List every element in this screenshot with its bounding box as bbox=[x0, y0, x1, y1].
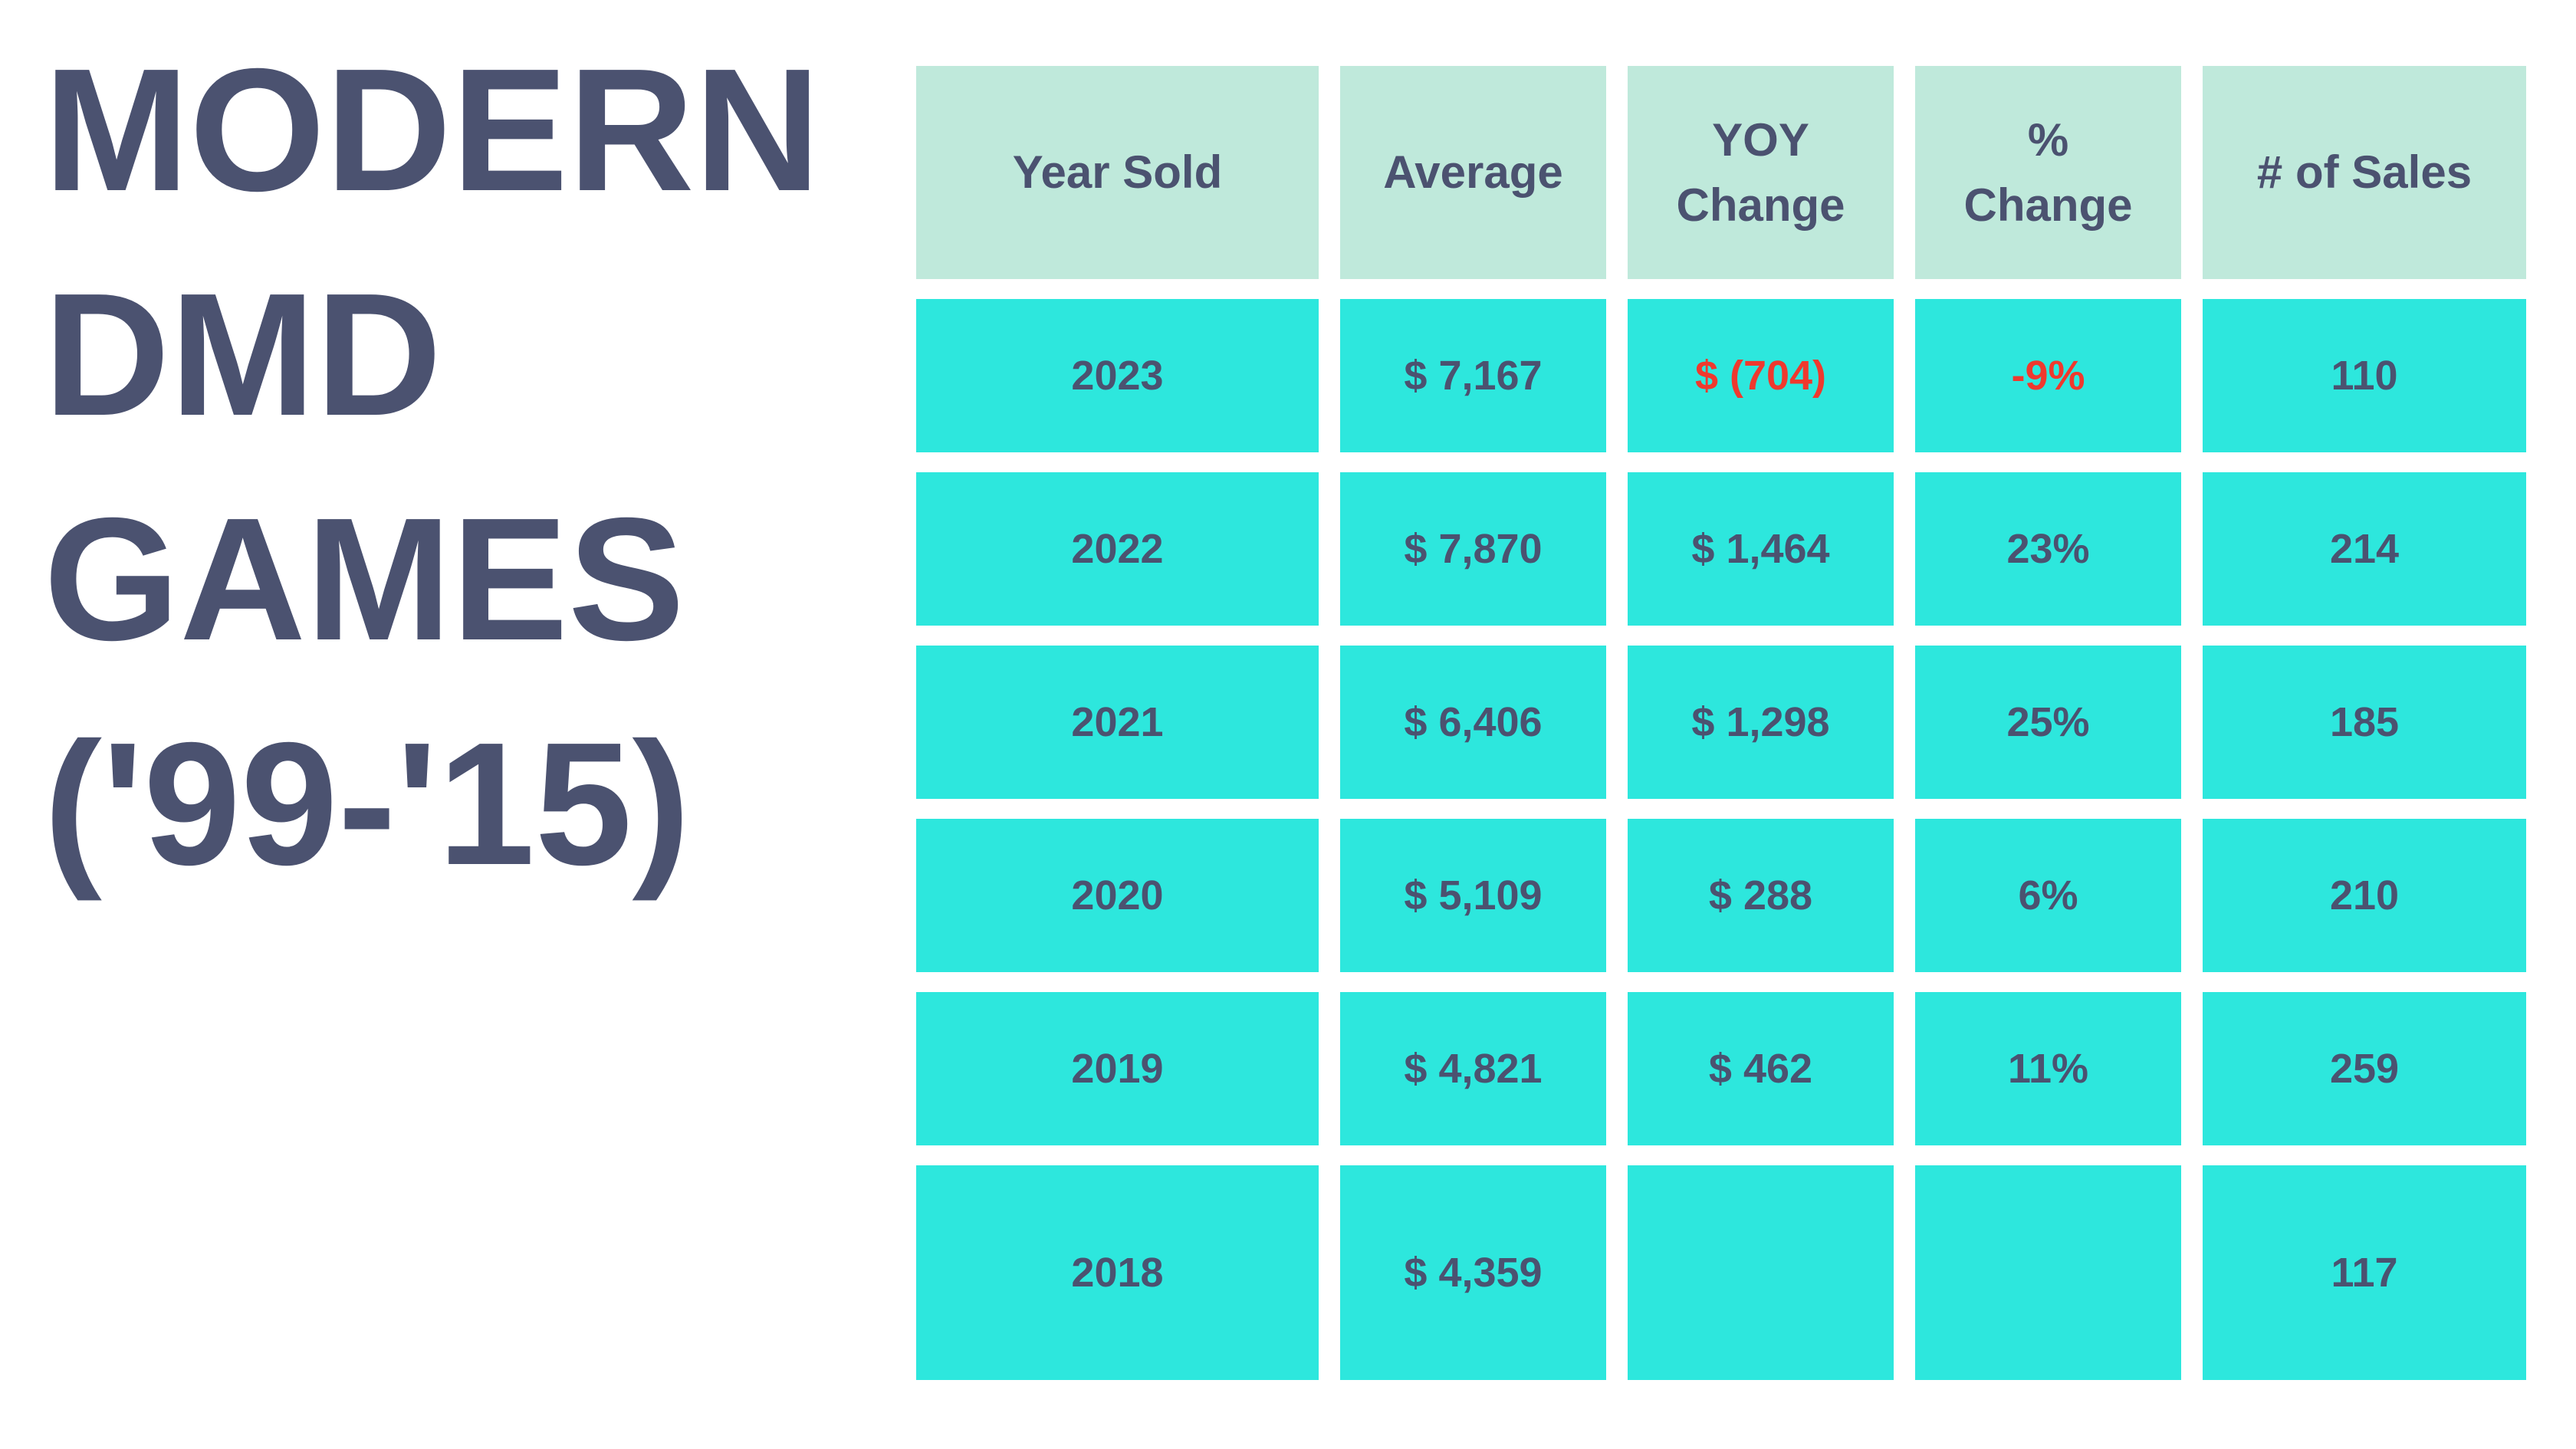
table-cell-yoy-change: $ 1,464 bbox=[1628, 472, 1894, 626]
column-header-year-sold: Year Sold bbox=[916, 66, 1319, 279]
table-cell-num-sales: 259 bbox=[2203, 992, 2526, 1145]
table-cell-average: $ 4,359 bbox=[1340, 1165, 1606, 1380]
table-cell-year-sold: 2018 bbox=[916, 1165, 1319, 1380]
table-cell-year-sold: 2019 bbox=[916, 992, 1319, 1145]
table-cell-yoy-change: $ 288 bbox=[1628, 819, 1894, 972]
page-title-line-3: GAMES bbox=[44, 482, 685, 677]
table-cell-year-sold: 2020 bbox=[916, 819, 1319, 972]
table-cell-average: $ 7,870 bbox=[1340, 472, 1606, 626]
page-title: MODERN DMD GAMES ('99-'15) bbox=[44, 18, 820, 917]
table-cell-yoy-change: $ 462 bbox=[1628, 992, 1894, 1145]
page-title-line-4: ('99-'15) bbox=[44, 707, 691, 902]
table-cell-average: $ 5,109 bbox=[1340, 819, 1606, 972]
table-cell-year-sold: 2021 bbox=[916, 646, 1319, 799]
table-cell-pct-change: 11% bbox=[1915, 992, 2181, 1145]
table-cell-average: $ 4,821 bbox=[1340, 992, 1606, 1145]
sales-table: Year Sold Average YOY Change % Change # … bbox=[916, 66, 2526, 1380]
table-cell-yoy-change: $ (704) bbox=[1628, 299, 1894, 452]
column-header-yoy-change: YOY Change bbox=[1628, 66, 1894, 279]
column-header-pct-change: % Change bbox=[1915, 66, 2181, 279]
table-cell-pct-change: 6% bbox=[1915, 819, 2181, 972]
table-cell-yoy-change bbox=[1628, 1165, 1894, 1380]
table-cell-pct-change: 23% bbox=[1915, 472, 2181, 626]
table-cell-yoy-change: $ 1,298 bbox=[1628, 646, 1894, 799]
table-cell-average: $ 7,167 bbox=[1340, 299, 1606, 452]
column-header-num-sales: # of Sales bbox=[2203, 66, 2526, 279]
table-cell-num-sales: 214 bbox=[2203, 472, 2526, 626]
table-cell-pct-change: -9% bbox=[1915, 299, 2181, 452]
table-cell-num-sales: 185 bbox=[2203, 646, 2526, 799]
table-cell-num-sales: 110 bbox=[2203, 299, 2526, 452]
table-cell-year-sold: 2022 bbox=[916, 472, 1319, 626]
table-cell-year-sold: 2023 bbox=[916, 299, 1319, 452]
page-title-line-2: DMD bbox=[44, 258, 442, 452]
column-header-average: Average bbox=[1340, 66, 1606, 279]
table-cell-average: $ 6,406 bbox=[1340, 646, 1606, 799]
table-cell-num-sales: 117 bbox=[2203, 1165, 2526, 1380]
table-cell-pct-change: 25% bbox=[1915, 646, 2181, 799]
table-cell-num-sales: 210 bbox=[2203, 819, 2526, 972]
page-title-line-1: MODERN bbox=[44, 33, 821, 228]
table-cell-pct-change bbox=[1915, 1165, 2181, 1380]
